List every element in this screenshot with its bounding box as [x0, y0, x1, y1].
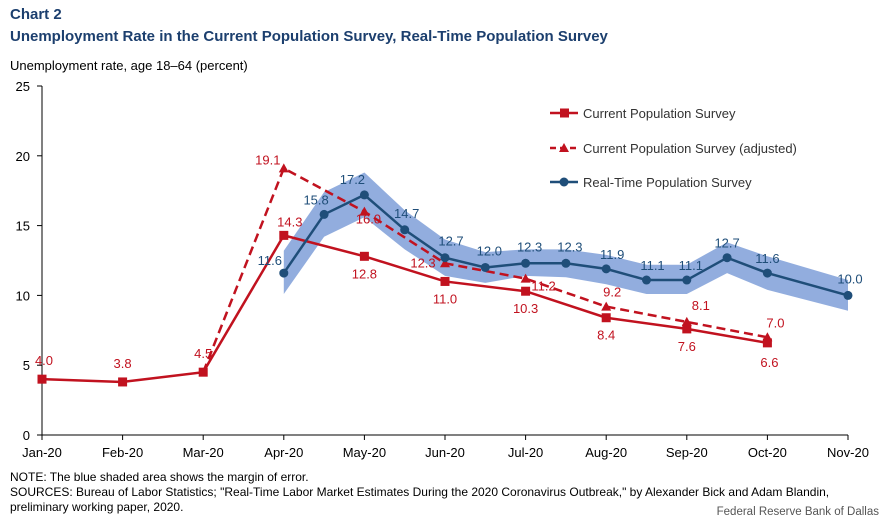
x-tick-label: Sep-20 [666, 445, 708, 460]
x-tick-label: Jan-20 [22, 445, 62, 460]
cps-point [359, 251, 369, 261]
x-tick-label: Jul-20 [508, 445, 543, 460]
cps-adjusted-data-label: 7.0 [766, 315, 784, 330]
cps-adjusted-data-label: 11.2 [531, 279, 555, 294]
x-tick-label: Apr-20 [264, 445, 303, 460]
rtps-data-label: 12.3 [557, 239, 582, 254]
rtps-data-label: 11.1 [640, 258, 664, 273]
rtps-data-label: 17.2 [340, 172, 365, 187]
x-tick-label: Mar-20 [183, 445, 224, 460]
rtps-point [359, 190, 369, 200]
x-tick-label: Nov-20 [827, 445, 869, 460]
series-line-rtps [282, 193, 849, 297]
cps-adjusted-point [278, 163, 289, 173]
x-tick-label: Jun-20 [425, 445, 465, 460]
cps-point [198, 367, 208, 377]
rtps-point [843, 290, 853, 300]
y-tick-label: 15 [16, 219, 30, 234]
cps-point [762, 338, 772, 348]
cps-adjusted-data-label: 8.1 [692, 298, 710, 313]
rtps-point [319, 209, 329, 219]
rtps-data-label: 12.7 [714, 236, 739, 251]
cps-data-label: 4.5 [194, 346, 212, 361]
cps-data-label: 6.6 [760, 355, 778, 370]
cps-point [682, 324, 692, 334]
cps-data-label: 3.8 [114, 356, 132, 371]
legend-marker-rtps [559, 177, 569, 187]
rtps-data-label: 12.0 [477, 243, 502, 258]
rtps-data-label: 11.1 [679, 258, 703, 273]
rtps-point [722, 253, 732, 263]
rtps-point [400, 225, 410, 235]
cps-data-label: 14.3 [277, 214, 302, 229]
rtps-data-label: 14.7 [394, 206, 419, 221]
cps-adjusted-data-label: 19.1 [255, 152, 280, 167]
cps-data-label: 12.8 [352, 266, 377, 281]
cps-adjusted-point [681, 316, 692, 326]
rtps-point [682, 275, 692, 285]
line-chart: 0 5 10 15 20 25 Jan-20 Feb-20 Mar-20 Apr-20 May-20… [16, 79, 869, 460]
rtps-data-label: 11.6 [755, 251, 779, 266]
y-tick-label: 25 [16, 79, 30, 94]
rtps-data-label: 11.9 [600, 247, 624, 262]
legend-label-cps: Current Population Survey [583, 106, 736, 121]
rtps-data-label: 12.7 [438, 234, 463, 249]
cps-point [118, 377, 128, 387]
cps-adjusted-data-label: 12.3 [410, 255, 435, 270]
x-tick-label: Feb-20 [102, 445, 143, 460]
chart-kicker: Chart 2 [10, 6, 62, 23]
rtps-point [480, 262, 490, 272]
cps-adjusted-point [601, 301, 612, 311]
legend-label-rtps: Real-Time Population Survey [583, 175, 752, 190]
x-tick-label: Aug-20 [585, 445, 627, 460]
cps-data-label: 10.3 [513, 301, 538, 316]
legend-marker-cps [560, 108, 569, 118]
rtps-point [521, 258, 531, 268]
rtps-point [440, 253, 450, 263]
y-axis-label: Unemployment rate, age 18–64 (percent) [10, 58, 248, 73]
cps-point [521, 286, 531, 296]
cps-data-label: 7.6 [678, 339, 696, 354]
y-tick-label: 5 [23, 358, 30, 373]
rtps-point [279, 268, 289, 278]
x-tick-label: May-20 [343, 445, 386, 460]
rtps-point [642, 275, 651, 285]
y-tick-label: 0 [23, 428, 30, 443]
chart-title: Unemployment Rate in the Current Populat… [10, 28, 608, 45]
y-tick-label: 20 [16, 149, 30, 164]
margin-of-error-band [283, 172, 848, 311]
cps-adjusted-data-label: 16.0 [356, 212, 381, 227]
cps-adjusted-point [440, 258, 450, 268]
cps-point [601, 313, 611, 323]
rtps-point [762, 268, 772, 278]
rtps-data-label: 11.6 [258, 253, 282, 268]
chart-notes: NOTE: The blue shaded area shows the mar… [10, 470, 870, 515]
cps-point [37, 374, 47, 384]
note-text: NOTE: The blue shaded area shows the mar… [10, 470, 309, 484]
cps-data-label: 11.0 [433, 291, 457, 306]
y-tick-label: 10 [16, 288, 30, 303]
sources-text: SOURCES: Bureau of Labor Statistics; "Re… [10, 485, 830, 514]
cps-adjusted-point [359, 206, 370, 216]
legend-label-cps-adjusted: Current Population Survey (adjusted) [583, 141, 797, 156]
cps-adjusted-point [520, 273, 531, 283]
credit-text: Federal Reserve Bank of Dallas [716, 506, 879, 518]
rtps-point [601, 264, 611, 274]
rtps-point [561, 258, 571, 268]
rtps-data-label: 12.3 [517, 239, 542, 254]
cps-data-label: 8.4 [597, 328, 615, 343]
cps-adjusted-data-label: 9.2 [603, 285, 621, 300]
series-line-cps [41, 233, 768, 384]
rtps-data-label: 10.0 [837, 271, 862, 286]
rtps-data-label: 15.8 [303, 192, 328, 207]
legend-marker-cps-adjusted [559, 143, 569, 152]
cps-point [440, 276, 450, 286]
cps-point [279, 230, 289, 240]
x-tick-label: Oct-20 [748, 445, 787, 460]
cps-data-label: 4.0 [35, 353, 53, 368]
